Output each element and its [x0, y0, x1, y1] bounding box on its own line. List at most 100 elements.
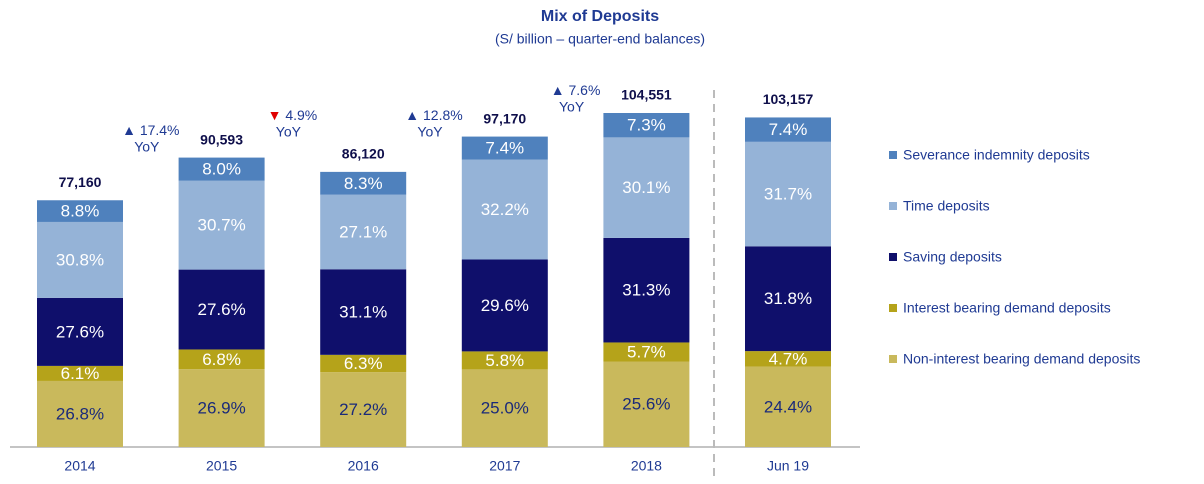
bar-segment [745, 246, 831, 352]
bar-segment [603, 137, 690, 238]
yoy-arrow: ▲ [405, 107, 419, 123]
bar-segment [461, 159, 548, 260]
bar-segment [37, 365, 123, 381]
bar-segment [37, 221, 123, 298]
total-label: 104,551 [621, 87, 672, 103]
bar-segment [745, 141, 831, 247]
bar-segment [320, 194, 407, 270]
legend-label: Severance indemnity deposits [903, 147, 1090, 163]
bar-segment [461, 259, 548, 352]
data-label: 4.7% [769, 349, 808, 368]
yoy-value: 12.8% [423, 107, 463, 123]
data-label: 25.0% [481, 399, 529, 418]
x-tick-label: Jun 19 [767, 458, 809, 474]
legend-swatch [889, 151, 897, 159]
yoy-value: 7.6% [569, 82, 601, 98]
legend-label: Saving deposits [903, 249, 1002, 265]
bar-segment [603, 361, 690, 447]
data-label: 5.8% [485, 351, 524, 370]
yoy-annotation: ▲ 17.4% [122, 122, 179, 138]
bar-segment [603, 342, 690, 362]
yoy-value: 4.9% [285, 107, 317, 123]
legend-swatch [889, 202, 897, 210]
total-label: 86,120 [342, 146, 385, 162]
data-label: 31.8% [764, 289, 812, 308]
bar-segment [178, 269, 265, 350]
bar-segment [320, 354, 407, 373]
legend-label: Interest bearing demand deposits [903, 300, 1111, 316]
data-label: 8.8% [61, 202, 100, 221]
legend-swatch [889, 304, 897, 312]
data-label: 5.7% [627, 342, 666, 361]
data-label: 6.8% [202, 350, 241, 369]
bar-segment [320, 269, 407, 355]
data-label: 7.4% [769, 120, 808, 139]
data-label: 26.8% [56, 404, 104, 423]
yoy-label: YoY [276, 124, 302, 140]
bar-segment [603, 237, 690, 343]
data-label: 8.3% [344, 174, 383, 193]
bar-segment [178, 157, 265, 181]
data-label: 31.3% [622, 281, 670, 300]
legend-swatch [889, 253, 897, 261]
total-label: 90,593 [200, 131, 243, 147]
yoy-label: YoY [134, 139, 160, 155]
yoy-annotation: ▲ 12.8% [405, 107, 462, 123]
yoy-label: YoY [417, 124, 443, 140]
yoy-annotation: ▼ 4.9% [268, 107, 318, 123]
bar-segment [461, 369, 548, 447]
yoy-arrow: ▲ [551, 82, 565, 98]
data-label: 27.2% [339, 400, 387, 419]
bar-segment [603, 113, 690, 138]
bar-segment [37, 200, 123, 222]
data-label: 27.1% [339, 222, 387, 241]
bar-segment [320, 372, 407, 447]
data-label: 24.4% [764, 397, 812, 416]
data-label: 31.7% [764, 185, 812, 204]
x-tick-label: 2016 [348, 458, 379, 474]
data-label: 6.3% [344, 354, 383, 373]
x-tick-label: 2014 [64, 458, 95, 474]
yoy-value: 17.4% [140, 122, 180, 138]
yoy-arrow: ▲ [122, 122, 136, 138]
bar-segment [745, 351, 831, 367]
bar-segment [461, 136, 548, 160]
data-label: 30.8% [56, 250, 104, 269]
bar-segment [461, 351, 548, 370]
data-label: 25.6% [622, 395, 670, 414]
bar-segment [178, 180, 265, 270]
data-label: 27.6% [56, 322, 104, 341]
chart-subtitle: (S/ billion – quarter-end balances) [495, 31, 705, 47]
bar-segment [745, 366, 831, 447]
data-label: 7.4% [485, 139, 524, 158]
data-label: 26.9% [197, 399, 245, 418]
legend-label: Non-interest bearing demand deposits [903, 351, 1140, 367]
data-label: 7.3% [627, 116, 666, 135]
bar-segment [178, 369, 265, 447]
x-tick-label: 2018 [631, 458, 662, 474]
bar-segment [178, 349, 265, 370]
yoy-annotation: ▲ 7.6% [551, 82, 601, 98]
legend-label: Time deposits [903, 198, 990, 214]
x-tick-label: 2017 [489, 458, 520, 474]
x-tick-label: 2015 [206, 458, 237, 474]
chart-title: Mix of Deposits [541, 8, 659, 25]
legend-swatch [889, 355, 897, 363]
bar-segment [745, 117, 831, 142]
data-label: 29.6% [481, 296, 529, 315]
data-label: 30.7% [197, 216, 245, 235]
total-label: 97,170 [483, 110, 526, 126]
bar-segment [37, 380, 123, 447]
data-label: 6.1% [61, 364, 100, 383]
data-label: 8.0% [202, 160, 241, 179]
total-label: 103,157 [763, 91, 814, 107]
total-label: 77,160 [59, 174, 102, 190]
yoy-label: YoY [559, 99, 585, 115]
data-label: 31.1% [339, 303, 387, 322]
yoy-arrow: ▼ [268, 107, 282, 123]
data-label: 32.2% [481, 200, 529, 219]
bar-segment [320, 171, 407, 195]
bar-segment [37, 297, 123, 366]
data-label: 30.1% [622, 178, 670, 197]
